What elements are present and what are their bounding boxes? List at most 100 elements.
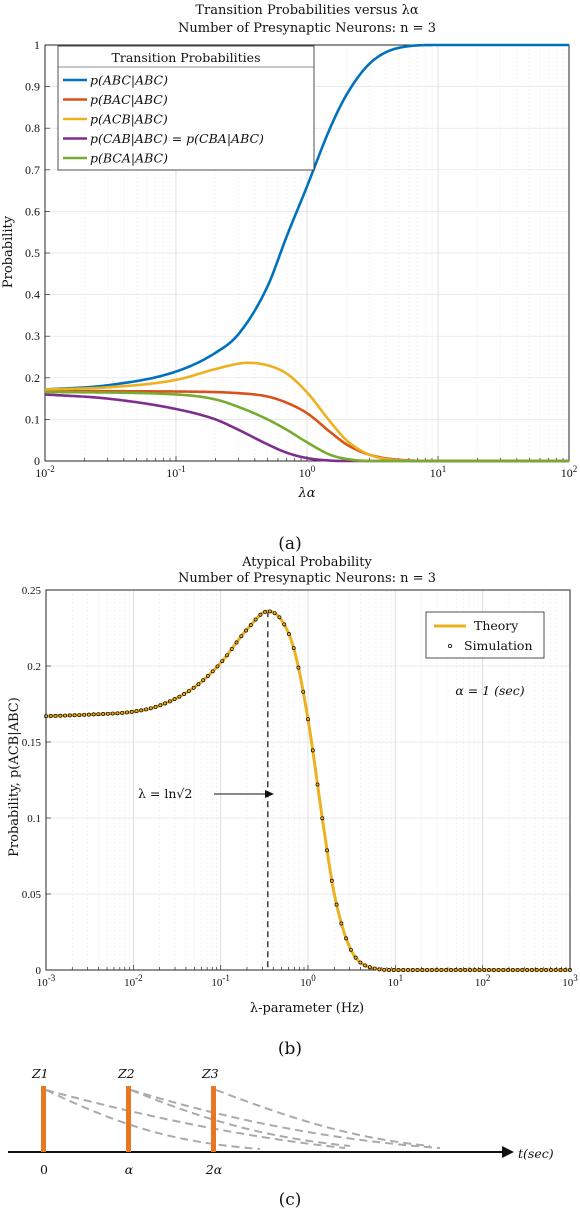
a-y-tick-label: 0.3	[25, 329, 40, 343]
chart-b-simulation-point	[282, 622, 287, 627]
decay-curve	[45, 1089, 346, 1149]
chart-b-simulation-point	[377, 967, 382, 972]
chart-a-legend: Transition Probabilities p(ABC|ABC) p(BAC…	[57, 45, 315, 171]
chart-b-lambda-annotation: λ = ln√2	[138, 786, 192, 801]
chart-a-ticks: 10-2 10-1 100 101 102 0 0.1 0.2 0.3 0.4 0.5 0.6 0.7 0…	[25, 38, 577, 480]
spike-z2	[126, 1086, 131, 1152]
a-y-tick-label: 0	[34, 454, 40, 468]
chart-b-simulation-point	[482, 968, 487, 972]
chart-b-simulation-point	[401, 968, 406, 972]
chart-b-simulation-point	[420, 968, 425, 972]
chart-b-simulation-point	[215, 664, 220, 669]
chart-b-simulation-point	[177, 694, 182, 699]
a-x-tick-label: 100	[299, 464, 316, 480]
b-x-tick-label: 101	[388, 973, 404, 989]
chart-b-simulation-point	[329, 878, 334, 883]
spike-label-z2: Z2	[117, 1066, 135, 1081]
chart-b-simulation-point	[429, 968, 434, 972]
chart-b-simulation-point	[339, 921, 344, 926]
a-x-tick-label: 10-1	[166, 464, 186, 480]
caption-a: (a)	[278, 534, 301, 554]
chart-b-simulation-point	[110, 711, 115, 716]
chart-b-simulation-point	[534, 968, 539, 972]
chart-b-simulation-point	[549, 968, 553, 972]
spike-label-z3: Z3	[201, 1066, 219, 1081]
chart-b-simulation-point	[334, 902, 339, 907]
chart-b-simulation-point	[434, 968, 439, 972]
chart-b-simulation-point	[82, 712, 87, 717]
chart-b-simulation-point	[44, 714, 48, 719]
time-axis-arrowhead	[502, 1146, 514, 1158]
chart-a-subtitle: Number of Presynaptic Neurons: n = 3	[178, 21, 436, 36]
chart-b-simulation-point	[191, 685, 196, 690]
chart-b-simulation-point	[353, 955, 358, 960]
b-y-tick-label: 0.2	[27, 661, 41, 673]
chart-b-simulation-point	[115, 711, 120, 716]
chart-b-simulation-point	[167, 699, 172, 704]
chart-b-simulation-point	[382, 967, 387, 972]
decay-curve	[130, 1089, 441, 1149]
chart-b-simulation-point	[348, 947, 353, 952]
chart-b-legend-theory-label: Theory	[474, 618, 519, 633]
chart-b-simulation-point	[158, 703, 163, 708]
b-x-tick-label: 102	[475, 973, 491, 989]
chart-b-simulation-point	[186, 689, 191, 693]
chart-b-simulation-point	[472, 968, 477, 972]
chart-b-simulation-point	[568, 968, 572, 972]
chart-b-simulation-point	[77, 713, 82, 717]
chart-b-simulation-point	[153, 704, 158, 709]
chart-b-simulation-point	[134, 709, 139, 714]
a-x-tick-label: 10-2	[35, 464, 55, 480]
chart-b-simulation-point	[244, 628, 249, 633]
time-label-alpha: α	[125, 1162, 134, 1177]
chart-b-simulation-point	[277, 615, 282, 620]
chart-a-legend-title: Transition Probabilities	[112, 50, 261, 65]
chart-b-simulation-point	[425, 968, 430, 972]
chart-b-simulation-point	[310, 748, 315, 753]
chart-b-simulation-point	[358, 960, 363, 965]
chart-b-simulation-point	[125, 710, 129, 715]
chart-b-simulation-point	[120, 710, 125, 715]
chart-b-simulation-point	[201, 678, 206, 683]
chart-b: Atypical Probability Number of Presynapt…	[7, 555, 578, 1059]
chart-b-simulation-point	[344, 936, 349, 941]
b-x-tick-label: 100	[300, 973, 316, 989]
b-x-tick-label: 103	[562, 973, 578, 989]
chart-b-simulation-point	[439, 968, 444, 972]
chart-b-simulation-point	[148, 706, 153, 711]
chart-b-simulation-point	[563, 968, 568, 972]
b-y-tick-label: 0.25	[22, 585, 42, 597]
chart-b-simulation-point	[367, 965, 372, 970]
chart-b-simulation-point	[315, 782, 320, 787]
chart-b-simulation-point	[291, 646, 296, 650]
a-y-tick-label: 0.6	[25, 204, 40, 218]
spike-z3	[211, 1086, 216, 1152]
chart-b-simulation-point	[239, 634, 244, 639]
chart-b-simulation-point	[91, 712, 96, 717]
chart-b-simulation-point	[220, 659, 225, 664]
a-x-tick-label: 101	[430, 464, 447, 480]
chart-b-simulation-point	[105, 711, 110, 716]
chart-b-simulation-point	[325, 848, 329, 853]
a-y-tick-label: 1	[34, 38, 40, 52]
a-y-tick-label: 0.1	[25, 412, 40, 426]
chart-a: Transition Probabilities versus λα Numbe…	[1, 3, 577, 554]
chart-b-simulation-point	[396, 968, 401, 972]
chart-a-legend-label-0: p(ABC|ABC)	[90, 73, 168, 88]
decay-curve	[130, 1089, 351, 1147]
chart-b-simulation-point	[453, 968, 458, 972]
chart-b-simulation-point	[301, 689, 306, 694]
chart-b-simulation-point	[139, 708, 144, 713]
a-y-tick-label: 0.8	[25, 121, 40, 135]
b-x-tick-label: 10-3	[37, 973, 56, 989]
chart-a-legend-label-3: p(CAB|ABC) = p(CBA|ABC)	[90, 131, 264, 146]
chart-b-simulation-point	[391, 968, 396, 972]
chart-b-simulation-point	[529, 968, 534, 972]
chart-b-simulation-point	[63, 713, 68, 718]
chart-b-simulation-point	[48, 714, 53, 718]
chart-b-series	[44, 609, 572, 972]
time-axis-label: t(sec)	[518, 1146, 554, 1161]
chart-b-simulation-point	[72, 713, 77, 718]
decay-curve	[215, 1089, 431, 1147]
